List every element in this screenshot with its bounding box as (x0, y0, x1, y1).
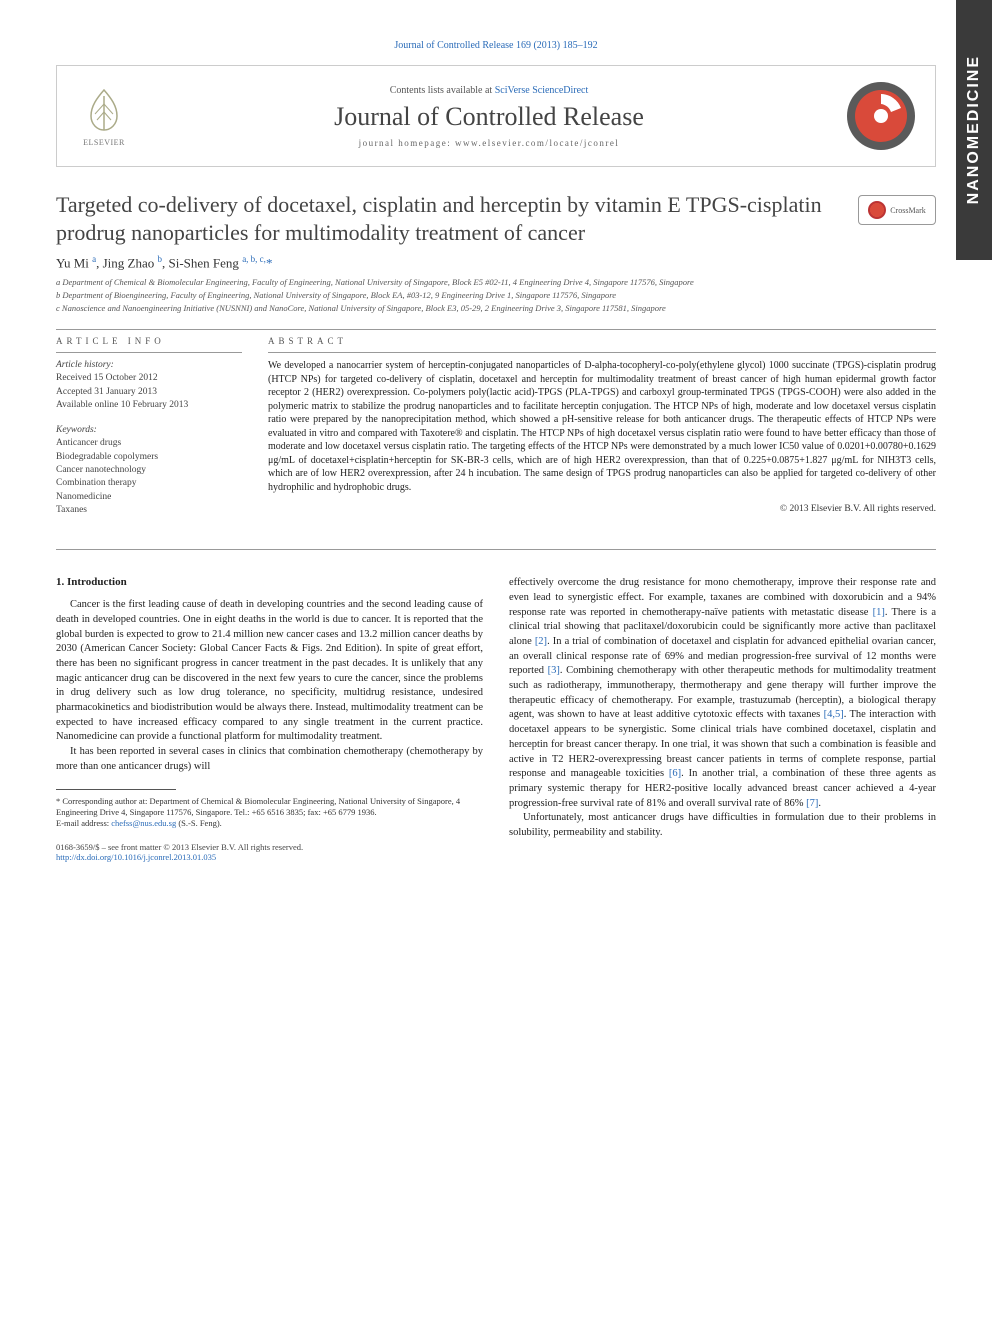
journal-title: Journal of Controlled Release (135, 102, 843, 132)
intro-heading: 1. Introduction (56, 576, 483, 588)
header-center: Contents lists available at SciVerse Sci… (135, 85, 843, 148)
page-container: Journal of Controlled Release 169 (2013)… (0, 0, 992, 902)
keyword: Biodegradable copolymers (56, 451, 242, 464)
body-text: effectively overcome the drug resistance… (509, 576, 936, 840)
sciencedirect-link[interactable]: SciVerse ScienceDirect (495, 85, 589, 96)
journal-cover-icon (843, 78, 919, 154)
body-column-right: effectively overcome the drug resistance… (509, 576, 936, 862)
abstract-heading: abstract (268, 336, 936, 346)
contents-prefix: Contents lists available at (390, 85, 495, 96)
article-title: Targeted co-delivery of docetaxel, cispl… (56, 191, 936, 246)
keyword: Taxanes (56, 504, 242, 517)
divider (56, 549, 936, 550)
email-label: E-mail address: (56, 818, 111, 828)
journal-homepage: journal homepage: www.elsevier.com/locat… (135, 138, 843, 148)
keyword: Anticancer drugs (56, 437, 242, 450)
top-citation-link[interactable]: Journal of Controlled Release 169 (2013)… (56, 40, 936, 51)
keyword: Nanomedicine (56, 491, 242, 504)
doi-link[interactable]: http://dx.doi.org/10.1016/j.jconrel.2013… (56, 852, 216, 862)
abstract-column: abstract We developed a nanocarrier syst… (268, 336, 936, 529)
email-name: (S.-S. Feng). (176, 818, 222, 828)
side-tab-label: NANOMEDICINE (965, 55, 983, 204)
article-info-heading: article info (56, 336, 242, 346)
affiliation: c Nanoscience and Nanoengineering Initia… (56, 303, 936, 315)
email-link[interactable]: chefss@nus.edu.sg (111, 818, 176, 828)
footer-meta: 0168-3659/$ – see front matter © 2013 El… (56, 842, 483, 862)
elsevier-tree-icon (79, 86, 129, 136)
article-history: Article history: Received 15 October 201… (56, 359, 242, 412)
corresponding-author: * Corresponding author at: Department of… (56, 796, 483, 819)
divider (56, 352, 242, 353)
paragraph: effectively overcome the drug resistance… (509, 576, 936, 811)
contents-line: Contents lists available at SciVerse Sci… (135, 85, 843, 96)
keywords-list: Anticancer drugs Biodegradable copolymer… (56, 437, 242, 517)
body-text: Cancer is the first leading cause of dea… (56, 598, 483, 774)
keywords-label: Keywords: (56, 424, 242, 437)
online-date: Available online 10 February 2013 (56, 399, 242, 412)
crossmark-icon (868, 201, 886, 219)
paragraph: Cancer is the first leading cause of dea… (56, 598, 483, 745)
title-block: Targeted co-delivery of docetaxel, cispl… (56, 191, 936, 315)
keyword: Combination therapy (56, 477, 242, 490)
paragraph: Unfortunately, most anticancer drugs hav… (509, 811, 936, 840)
affiliation: b Department of Bioengineering, Faculty … (56, 290, 936, 302)
email-line: E-mail address: chefss@nus.edu.sg (S.-S.… (56, 818, 483, 829)
side-tab: NANOMEDICINE (956, 0, 992, 260)
divider (56, 329, 936, 330)
keywords-block: Keywords: Anticancer drugs Biodegradable… (56, 424, 242, 517)
affiliations: a Department of Chemical & Biomolecular … (56, 277, 936, 315)
crossmark-badge[interactable]: CrossMark (858, 195, 936, 225)
abstract-text: We developed a nanocarrier system of her… (268, 359, 936, 494)
journal-cover-logo (843, 78, 919, 154)
crossmark-label: CrossMark (890, 206, 926, 215)
footnote-divider (56, 789, 176, 790)
abstract-copyright: © 2013 Elsevier B.V. All rights reserved… (268, 504, 936, 514)
body-column-left: 1. Introduction Cancer is the first lead… (56, 576, 483, 862)
affiliation: a Department of Chemical & Biomolecular … (56, 277, 936, 289)
article-info-column: article info Article history: Received 1… (56, 336, 242, 529)
info-abstract-row: article info Article history: Received 1… (56, 336, 936, 529)
authors-line: Yu Mi a, Jing Zhao b, Si-Shen Feng a, b,… (56, 254, 936, 271)
divider (268, 352, 936, 353)
paragraph: It has been reported in several cases in… (56, 745, 483, 774)
body-columns: 1. Introduction Cancer is the first lead… (56, 576, 936, 862)
journal-header: ELSEVIER Contents lists available at Sci… (56, 65, 936, 167)
elsevier-text: ELSEVIER (83, 138, 125, 147)
elsevier-logo: ELSEVIER (73, 82, 135, 150)
keyword: Cancer nanotechnology (56, 464, 242, 477)
received-date: Received 15 October 2012 (56, 372, 242, 385)
issn-line: 0168-3659/$ – see front matter © 2013 El… (56, 842, 483, 852)
history-label: Article history: (56, 359, 242, 372)
footnotes: * Corresponding author at: Department of… (56, 796, 483, 830)
accepted-date: Accepted 31 January 2013 (56, 386, 242, 399)
